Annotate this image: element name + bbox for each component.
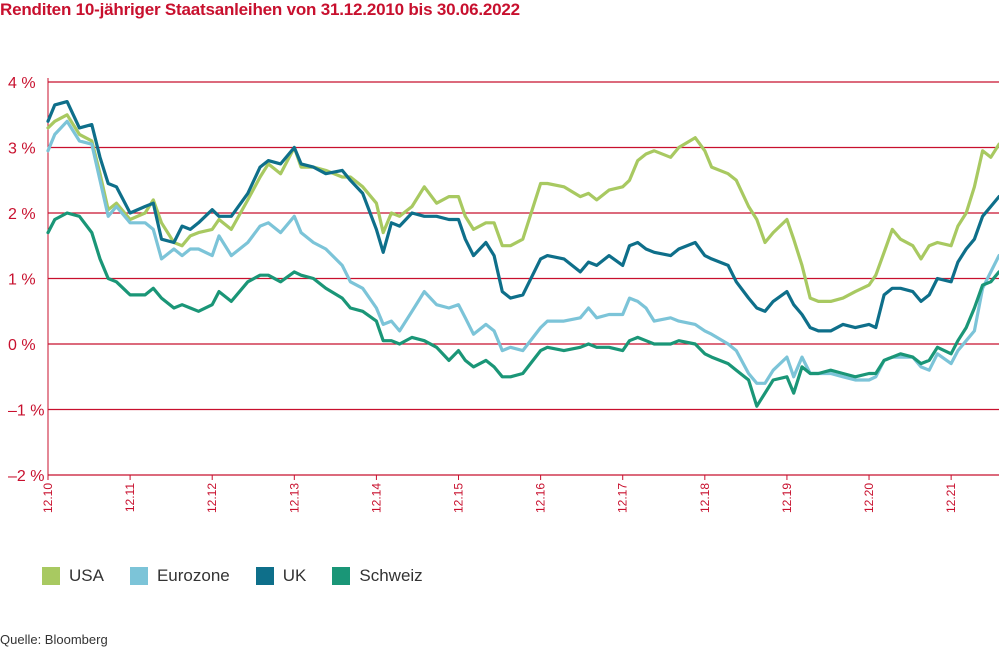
series-line-uk — [46, 100, 999, 333]
x-tick-label: 12.20 — [862, 483, 876, 513]
series-lines — [46, 100, 999, 408]
legend-label: UK — [282, 566, 307, 585]
x-tick-label: 12.21 — [944, 483, 958, 513]
legend-item: UK — [255, 566, 307, 586]
y-tick-label: 1 % — [8, 272, 36, 289]
x-tick-label: 12.16 — [534, 483, 548, 513]
x-tick-label: 12.15 — [452, 483, 466, 513]
y-tick-label: 2 % — [8, 206, 36, 223]
x-tick-label: 12.13 — [287, 483, 301, 513]
gridlines — [48, 81, 999, 476]
series-line-usa — [46, 113, 999, 303]
series-line-schweiz — [46, 211, 999, 408]
series-line-eurozone — [46, 119, 999, 385]
x-tick-label: 12.10 — [41, 483, 55, 513]
chart-title: Renditen 10-jähriger Staatsanleihen von … — [0, 0, 520, 19]
legend-item: Schweiz — [332, 566, 423, 586]
x-tick-label: 12.18 — [698, 483, 712, 513]
legend-label: Eurozone — [156, 566, 230, 585]
y-tick-label: 4 % — [8, 75, 36, 92]
y-tick-label: –1 % — [8, 403, 44, 420]
legend-swatch — [332, 567, 351, 585]
legend-item: USA — [42, 566, 104, 586]
x-tick-label: 12.17 — [616, 483, 630, 513]
legend: USA Eurozone UK Schweiz — [42, 565, 449, 587]
legend-swatch — [129, 567, 148, 585]
legend-label: USA — [69, 566, 104, 585]
legend-swatch — [255, 567, 274, 585]
x-axis: 12.10 12.11 12.12 12.13 12.14 12.15 12.16 12.17… — [41, 475, 958, 513]
legend-item: Eurozone — [129, 566, 230, 586]
source-note: Quelle: Bloomberg — [0, 632, 108, 647]
y-tick-label: –2 % — [8, 468, 44, 485]
x-tick-label: 12.19 — [780, 483, 794, 513]
y-tick-label: 0 % — [8, 337, 36, 354]
x-tick-label: 12.11 — [123, 483, 137, 512]
x-tick-label: 12.14 — [369, 483, 383, 513]
legend-label: Schweiz — [359, 566, 423, 585]
y-axis: 4 % 3 % 2 % 1 % 0 % –1 % –2 % — [8, 75, 49, 485]
y-tick-label: 3 % — [8, 141, 36, 158]
x-tick-label: 12.12 — [205, 483, 219, 513]
legend-swatch — [42, 567, 60, 585]
